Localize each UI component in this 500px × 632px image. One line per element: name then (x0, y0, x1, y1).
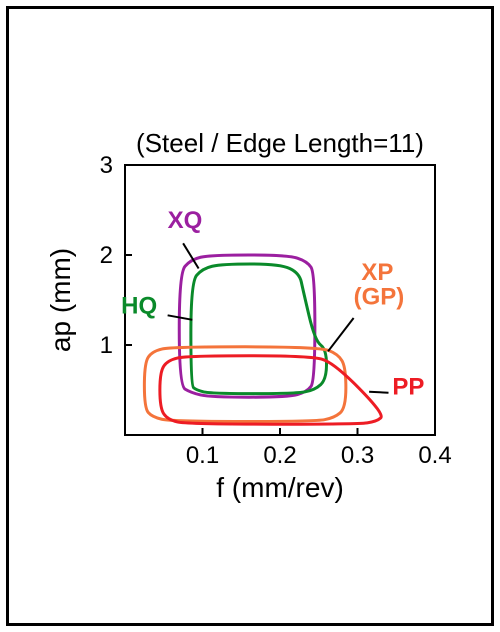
label-XP: XP (361, 259, 393, 286)
y-tick-label: 3 (100, 152, 113, 179)
x-axis-label: f (mm/rev) (216, 472, 344, 503)
label-PP: PP (392, 374, 424, 401)
y-tick-label: 2 (100, 242, 113, 269)
y-tick-label: 1 (100, 332, 113, 359)
chart-container: (Steel / Edge Length=11) 0.1 0.2 0.3 0.4 1 2 3 f… (40, 130, 460, 510)
leader-XP (328, 318, 354, 351)
chart-title: (Steel / Edge Length=11) (136, 130, 424, 158)
x-tick-label: 0.2 (263, 442, 296, 469)
x-tick-label: 0.3 (341, 442, 374, 469)
region-PP (160, 356, 381, 424)
leader-PP (369, 392, 388, 393)
x-tick-label: 0.1 (186, 442, 219, 469)
y-axis-label: ap (mm) (45, 248, 76, 352)
label-HQ: HQ (121, 293, 157, 320)
label-XQ: XQ (168, 207, 203, 234)
label2-XP: (GP) (354, 284, 405, 311)
region-HQ (191, 264, 327, 394)
x-tick-label: 0.4 (418, 442, 451, 469)
region-XQ (179, 255, 315, 397)
region-chart: (Steel / Edge Length=11) 0.1 0.2 0.3 0.4 1 2 3 f… (40, 130, 460, 510)
